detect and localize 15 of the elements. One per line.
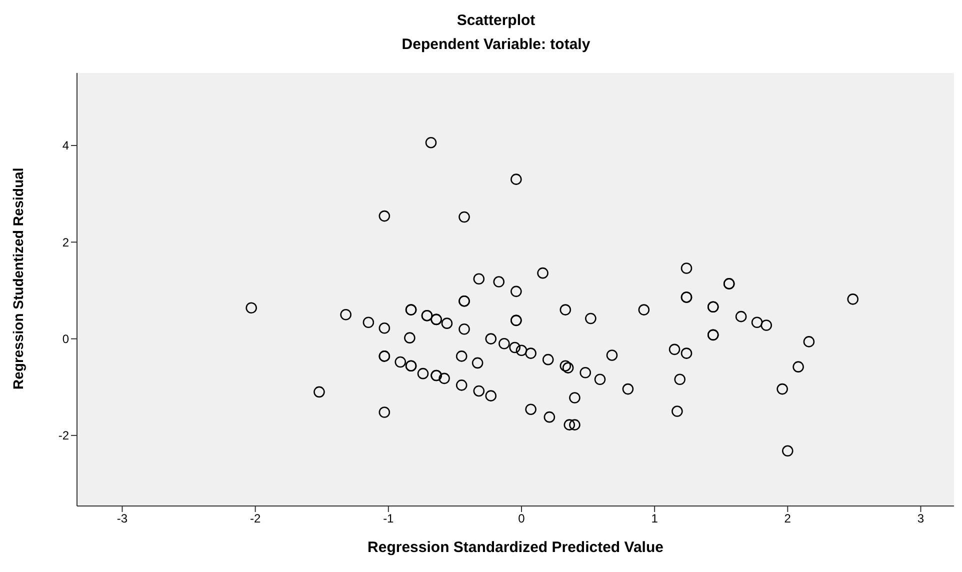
y-tick-label: -2 [58,428,70,443]
chart-title: Scatterplot [456,11,536,31]
y-axis-title: Regression Studentized Residual [10,168,26,390]
y-tick-label: 0 [62,332,70,346]
x-axis-title: Regression Standardized Predicted Value [368,539,664,556]
x-tick-label: -2 [250,512,261,526]
x-tick-label: 1 [651,512,658,526]
y-tick-label: 2 [62,235,70,250]
x-tick-label: 2 [784,512,792,526]
x-tick-label: -3 [116,512,128,526]
x-tick-label: -1 [383,512,394,526]
y-tick-label: 4 [62,138,70,153]
x-tick-label: 0 [518,512,526,526]
x-tick-label: 3 [917,512,924,526]
chart-subtitle: Dependent Variable: totaly [400,35,592,55]
